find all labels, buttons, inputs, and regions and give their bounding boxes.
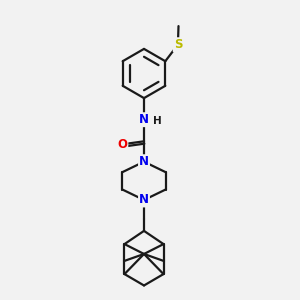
- Text: N: N: [139, 194, 149, 206]
- Text: O: O: [117, 138, 128, 151]
- Text: N: N: [139, 155, 149, 168]
- Text: H: H: [153, 116, 162, 126]
- Text: N: N: [139, 113, 149, 126]
- Text: S: S: [174, 38, 182, 51]
